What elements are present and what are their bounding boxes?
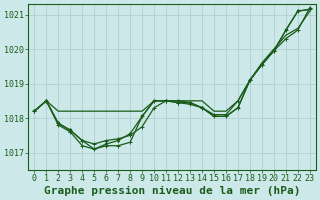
X-axis label: Graphe pression niveau de la mer (hPa): Graphe pression niveau de la mer (hPa) (44, 186, 300, 196)
